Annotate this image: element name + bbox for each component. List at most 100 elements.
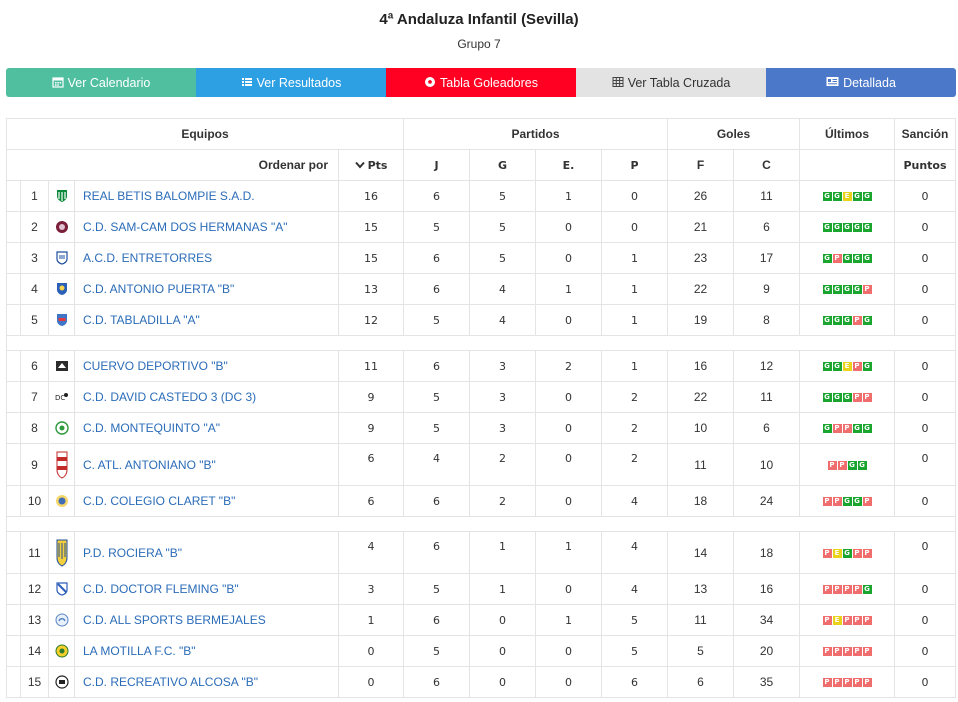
result-badge: P	[832, 647, 842, 657]
ver-calendario-button[interactable]: Ver Calendario	[6, 68, 196, 97]
pts-sort-header[interactable]: Pts	[338, 149, 404, 181]
goals-for-cell: 19	[667, 304, 734, 336]
f-header[interactable]: F	[667, 149, 734, 181]
sanction-points-cell: 0	[894, 666, 956, 698]
team-name-link[interactable]: C.D. MONTEQUINTO "A"	[74, 412, 339, 444]
result-badge: P	[832, 678, 842, 688]
team-name-link[interactable]: C.D. DAVID CASTEDO 3 (DC 3)	[74, 381, 339, 413]
lost-cell: 5	[601, 604, 668, 636]
lost-cell: 2	[601, 381, 668, 413]
goals-against-cell: 11	[733, 381, 800, 413]
goals-for-cell: 10	[667, 412, 734, 444]
team-name-link[interactable]: C.D. RECREATIVO ALCOSA "B"	[74, 666, 339, 698]
position-cell: 11	[20, 531, 49, 574]
ver-resultados-button[interactable]: Ver Resultados	[196, 68, 386, 97]
lost-cell: 1	[601, 304, 668, 336]
won-cell: 3	[469, 412, 536, 444]
grid-icon	[612, 76, 624, 90]
result-badge: E	[842, 192, 852, 202]
row-gap-cell	[6, 443, 21, 486]
goals-for-cell: 14	[667, 531, 734, 574]
won-cell: 0	[469, 635, 536, 667]
result-badge: P	[862, 548, 872, 558]
g-header[interactable]: G	[469, 149, 536, 181]
page-header: 4ª Andaluza Infantil (Sevilla) Grupo 7	[0, 0, 958, 68]
team-crest-icon	[55, 313, 69, 327]
sanction-points-cell: 0	[894, 485, 956, 517]
result-badge: P	[862, 616, 872, 626]
goals-for-cell: 11	[667, 443, 734, 486]
result-badge: G	[847, 460, 857, 470]
ver-tabla-cruzada-button[interactable]: Ver Tabla Cruzada	[576, 68, 766, 97]
drawn-cell: 0	[535, 381, 602, 413]
position-cell: 15	[20, 666, 49, 698]
team-name-link[interactable]: C.D. SAM-CAM DOS HERMANAS "A"	[74, 211, 339, 243]
result-badge: G	[862, 585, 872, 595]
row-gap-cell	[6, 273, 21, 305]
e-header[interactable]: E.	[535, 149, 602, 181]
sanction-points-cell: 0	[894, 211, 956, 243]
team-crest-icon	[55, 582, 69, 597]
team-name-link[interactable]: P.D. ROCIERA "B"	[74, 531, 339, 574]
team-name-link[interactable]: CUERVO DEPORTIVO "B"	[74, 350, 339, 382]
c-header[interactable]: C	[733, 149, 800, 181]
sancion-header: Sanción	[894, 118, 956, 150]
sanction-points-cell: 0	[894, 412, 956, 444]
j-header[interactable]: J	[403, 149, 470, 181]
row-gap-cell	[6, 485, 21, 517]
pts-cell: 4	[338, 531, 404, 574]
group-spacer-row	[6, 516, 956, 532]
team-logo-cell	[48, 211, 75, 243]
spacer-cell	[6, 335, 956, 351]
detallada-button[interactable]: Detallada	[766, 68, 956, 97]
result-badge: P	[852, 362, 862, 372]
drawn-cell: 1	[535, 604, 602, 636]
goals-for-cell: 6	[667, 666, 734, 698]
row-gap-cell	[6, 180, 21, 212]
soccer-ball-icon	[424, 76, 436, 90]
result-badge: P	[822, 647, 832, 657]
team-name-link[interactable]: REAL BETIS BALOMPIE S.A.D.	[74, 180, 339, 212]
table-row: 6 CUERVO DEPORTIVO "B" 11 6 3 2 1 16 12 G G E P G 0	[6, 350, 956, 382]
sanction-points-cell: 0	[894, 443, 956, 486]
team-name-link[interactable]: C.D. DOCTOR FLEMING "B"	[74, 573, 339, 605]
goals-against-cell: 12	[733, 350, 800, 382]
p-header[interactable]: P	[601, 149, 668, 181]
team-crest-icon	[55, 251, 69, 266]
team-name-link[interactable]: LA MOTILLA F.C. "B"	[74, 635, 339, 667]
drawn-cell: 0	[535, 485, 602, 517]
result-badge: P	[852, 647, 862, 657]
spacer-cell	[6, 516, 956, 532]
team-name-link[interactable]: C.D. ALL SPORTS BERMEJALES	[74, 604, 339, 636]
played-cell: 4	[403, 443, 470, 486]
drawn-cell: 0	[535, 211, 602, 243]
goals-for-cell: 13	[667, 573, 734, 605]
lost-cell: 4	[601, 573, 668, 605]
result-badge: P	[852, 393, 862, 403]
table-row: 15 C.D. RECREATIVO ALCOSA "B" 0 6 0 0 6 6 35 P P P P…	[6, 666, 956, 698]
drawn-cell: 0	[535, 412, 602, 444]
table-row: 10 C.D. COLEGIO CLARET "B" 6 6 2 0 4 18 24 P P G G P 0	[6, 485, 956, 517]
tabla-goleadores-button[interactable]: Tabla Goleadores	[386, 68, 576, 97]
team-name-link[interactable]: C. ATL. ANTONIANO "B"	[74, 443, 339, 486]
result-badge: G	[852, 254, 862, 264]
table-row: 7 DC C.D. DAVID CASTEDO 3 (DC 3) 9 5 3 0 2 22 11 G…	[6, 381, 956, 413]
row-gap-cell	[6, 412, 21, 444]
result-badge: G	[822, 316, 832, 326]
team-name-link[interactable]: C.D. ANTONIO PUERTA "B"	[74, 273, 339, 305]
won-cell: 1	[469, 531, 536, 574]
partidos-header: Partidos	[403, 118, 668, 150]
lost-cell: 1	[601, 350, 668, 382]
team-name-link[interactable]: C.D. COLEGIO CLARET "B"	[74, 485, 339, 517]
team-name-link[interactable]: C.D. TABLADILLA "A"	[74, 304, 339, 336]
played-cell: 5	[403, 635, 470, 667]
result-badge: P	[822, 616, 832, 626]
team-crest-icon	[54, 421, 69, 436]
page-title: 4ª Andaluza Infantil (Sevilla)	[379, 11, 579, 28]
team-name-link[interactable]: A.C.D. ENTRETORRES	[74, 242, 339, 274]
result-badge: G	[842, 285, 852, 295]
